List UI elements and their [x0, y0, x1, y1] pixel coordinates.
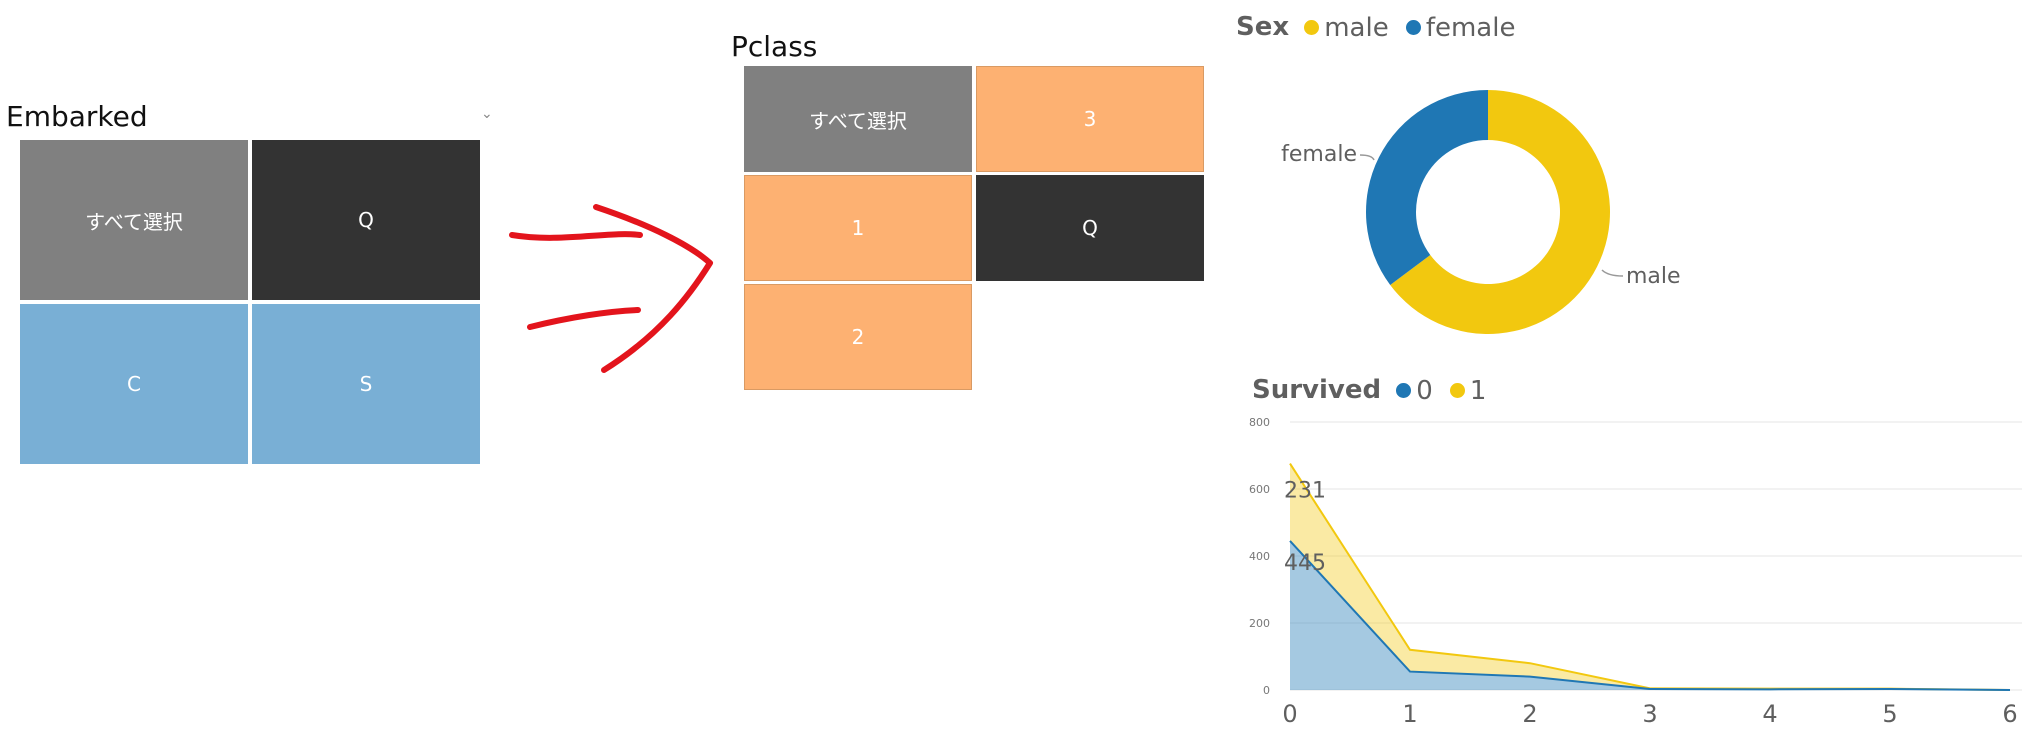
embarked-tile-c[interactable]: C — [20, 304, 248, 464]
embarked-slicer-title: Embarked — [6, 100, 148, 133]
embarked-tile-s[interactable]: S — [252, 304, 480, 464]
pclass-tile-q[interactable]: Q — [976, 175, 1204, 281]
legend-dot-icon — [1405, 20, 1421, 35]
pclass-tile-select-all[interactable]: すべて選択 — [744, 66, 972, 172]
legend-label-male: male — [1324, 12, 1389, 43]
leader-line-male — [1601, 269, 1624, 277]
legend-label-female: female — [1425, 12, 1516, 43]
legend-dot-icon — [1304, 20, 1320, 35]
area-series-1[interactable] — [1290, 463, 2010, 690]
chevron-down-icon[interactable]: ⌄ — [481, 106, 493, 122]
legend-dot-icon — [1449, 383, 1465, 398]
line-series-0 — [1289, 540, 2011, 691]
data-label-series-0: 445 — [1284, 551, 1326, 576]
pclass-tile-1[interactable]: 1 — [744, 175, 972, 281]
area-series-0[interactable] — [1290, 540, 2010, 690]
donut-label-male: male — [1626, 264, 1681, 289]
legend-item-female[interactable]: female — [1405, 12, 1516, 43]
legend-label-1: 1 — [1469, 375, 1487, 406]
survived-area-chart: 0 200 400 600 800 0 1 2 3 4 5 6 231 445 — [1249, 416, 2022, 728]
survived-legend-title: Survived — [1252, 375, 1382, 405]
embarked-tile-q[interactable]: Q — [252, 140, 480, 300]
x-tick-label: 6 — [2002, 700, 2017, 728]
y-tick-label: 0 — [1263, 684, 1270, 697]
x-tick-label: 4 — [1762, 700, 1777, 728]
red-arrow-annotation — [509, 204, 713, 373]
pclass-tile-3[interactable]: 3 — [976, 66, 1204, 172]
donut-label-female: female — [1281, 142, 1357, 167]
y-tick-label: 400 — [1249, 550, 1270, 563]
donut-slice-male[interactable] — [1390, 90, 1610, 334]
y-tick-label: 600 — [1249, 483, 1270, 496]
legend-item-0[interactable]: 0 — [1396, 376, 1433, 406]
y-tick-label: 800 — [1249, 416, 1270, 429]
legend-item-male[interactable]: male — [1304, 12, 1389, 43]
legend-dot-icon — [1396, 383, 1412, 398]
x-tick-label: 5 — [1882, 700, 1897, 728]
data-label-series-1: 231 — [1284, 479, 1326, 504]
pclass-tile-2[interactable]: 2 — [744, 284, 972, 390]
legend-label-0: 0 — [1416, 375, 1433, 406]
legend-item-1[interactable]: 1 — [1449, 375, 1487, 406]
donut-slice-female[interactable] — [1366, 89, 1488, 285]
pclass-slicer-title: Pclass — [731, 30, 818, 63]
x-tick-label: 0 — [1282, 700, 1297, 728]
x-tick-label: 3 — [1642, 700, 1657, 728]
y-tick-label: 200 — [1249, 617, 1270, 630]
embarked-tile-select-all[interactable]: すべて選択 — [20, 140, 248, 300]
survived-legend: Survived 0 1 — [1252, 375, 1486, 406]
sex-legend-title: Sex — [1236, 12, 1290, 42]
sex-legend: Sex male female — [1236, 12, 1515, 43]
leader-line-female — [1359, 154, 1375, 161]
x-tick-label: 1 — [1402, 700, 1417, 728]
sex-donut-chart: female male — [1281, 89, 1681, 334]
x-tick-label: 2 — [1522, 700, 1537, 728]
